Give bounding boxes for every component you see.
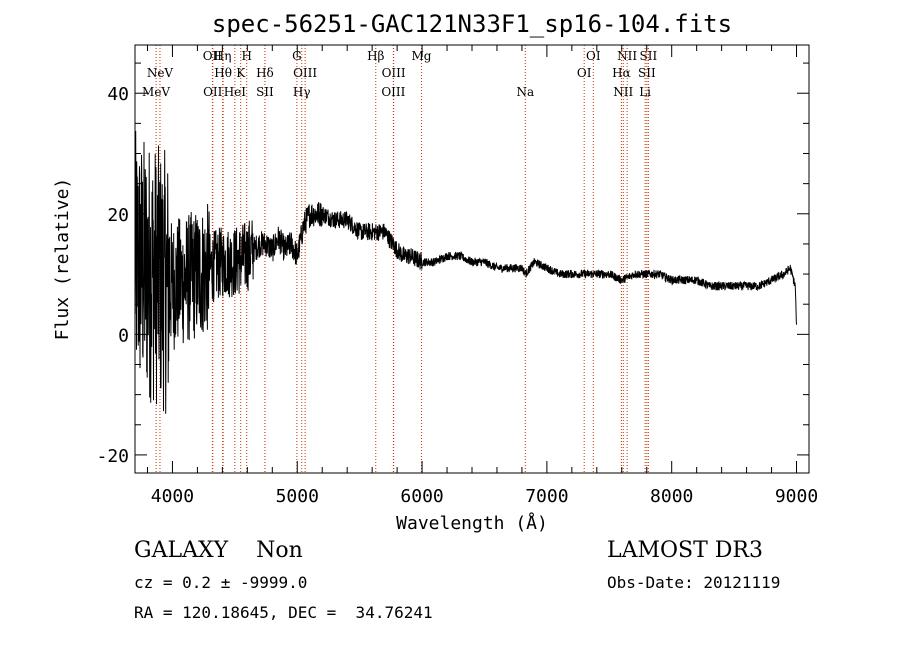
marker-label-19: OI [586, 49, 601, 63]
marker-label-14: Hβ [367, 49, 384, 63]
marker-label-5: OII [203, 85, 223, 99]
marker-label-2: OII [203, 49, 223, 63]
x-tick-label: 9000 [775, 486, 818, 507]
marker-label-18: Na [516, 85, 534, 99]
y-tick-label: 20 [107, 205, 129, 226]
flux-series-line [134, 130, 797, 414]
marker-label-26: Li [639, 85, 651, 99]
marker-label-23: NII [613, 85, 633, 99]
marker-label-7: K [236, 66, 246, 80]
marker-label-25: SII [638, 66, 656, 80]
x-tick-label: 7000 [525, 486, 568, 507]
x-tick-label: 5000 [276, 486, 319, 507]
marker-label-10: SII [256, 85, 274, 99]
x-tick-label: 4000 [151, 486, 194, 507]
x-axis: 4000 5000 6000 7000 8000 9000 [146, 45, 818, 507]
marker-label-3: Hη [214, 49, 232, 63]
y-tick-label: 0 [118, 325, 129, 346]
y-tick-label: -20 [96, 446, 129, 467]
marker-label-21: NII [617, 49, 637, 63]
marker-label-8: HeI [224, 85, 247, 99]
x-axis-label: Wavelength (Å) [396, 512, 548, 534]
chart-title: spec-56251-GAC121N33F1_sp16-104.fits [212, 10, 732, 38]
marker-label-24: SII [640, 49, 658, 63]
marker-label-22: Hα [612, 66, 631, 80]
marker-label-0: MeV [142, 85, 170, 99]
marker-label-20: OI [577, 66, 592, 80]
x-tick-label: 6000 [400, 486, 443, 507]
redshift-line: cz = 0.2 ± -9999.0 [134, 573, 308, 592]
marker-label-13: Hγ [293, 85, 311, 99]
y-axis: -20 0 20 40 [96, 62, 809, 467]
marker-label-6: Hθ [214, 66, 232, 80]
marker-label-12: OIII [293, 66, 317, 80]
marker-label-1: NeV [147, 66, 174, 80]
x-tick-label: 8000 [650, 486, 693, 507]
y-tick-label: 40 [107, 84, 129, 105]
observation-date: Obs-Date: 20121119 [607, 573, 781, 592]
y-axis-label: Flux (relative) [52, 178, 73, 341]
object-class: GALAXY Non [134, 538, 303, 563]
marker-label-4: H [241, 49, 251, 63]
marker-label-16: OIII [381, 85, 405, 99]
coordinates-line: RA = 120.18645, DEC = 34.76241 [134, 603, 433, 622]
survey-name: LAMOST DR3 [607, 538, 763, 563]
